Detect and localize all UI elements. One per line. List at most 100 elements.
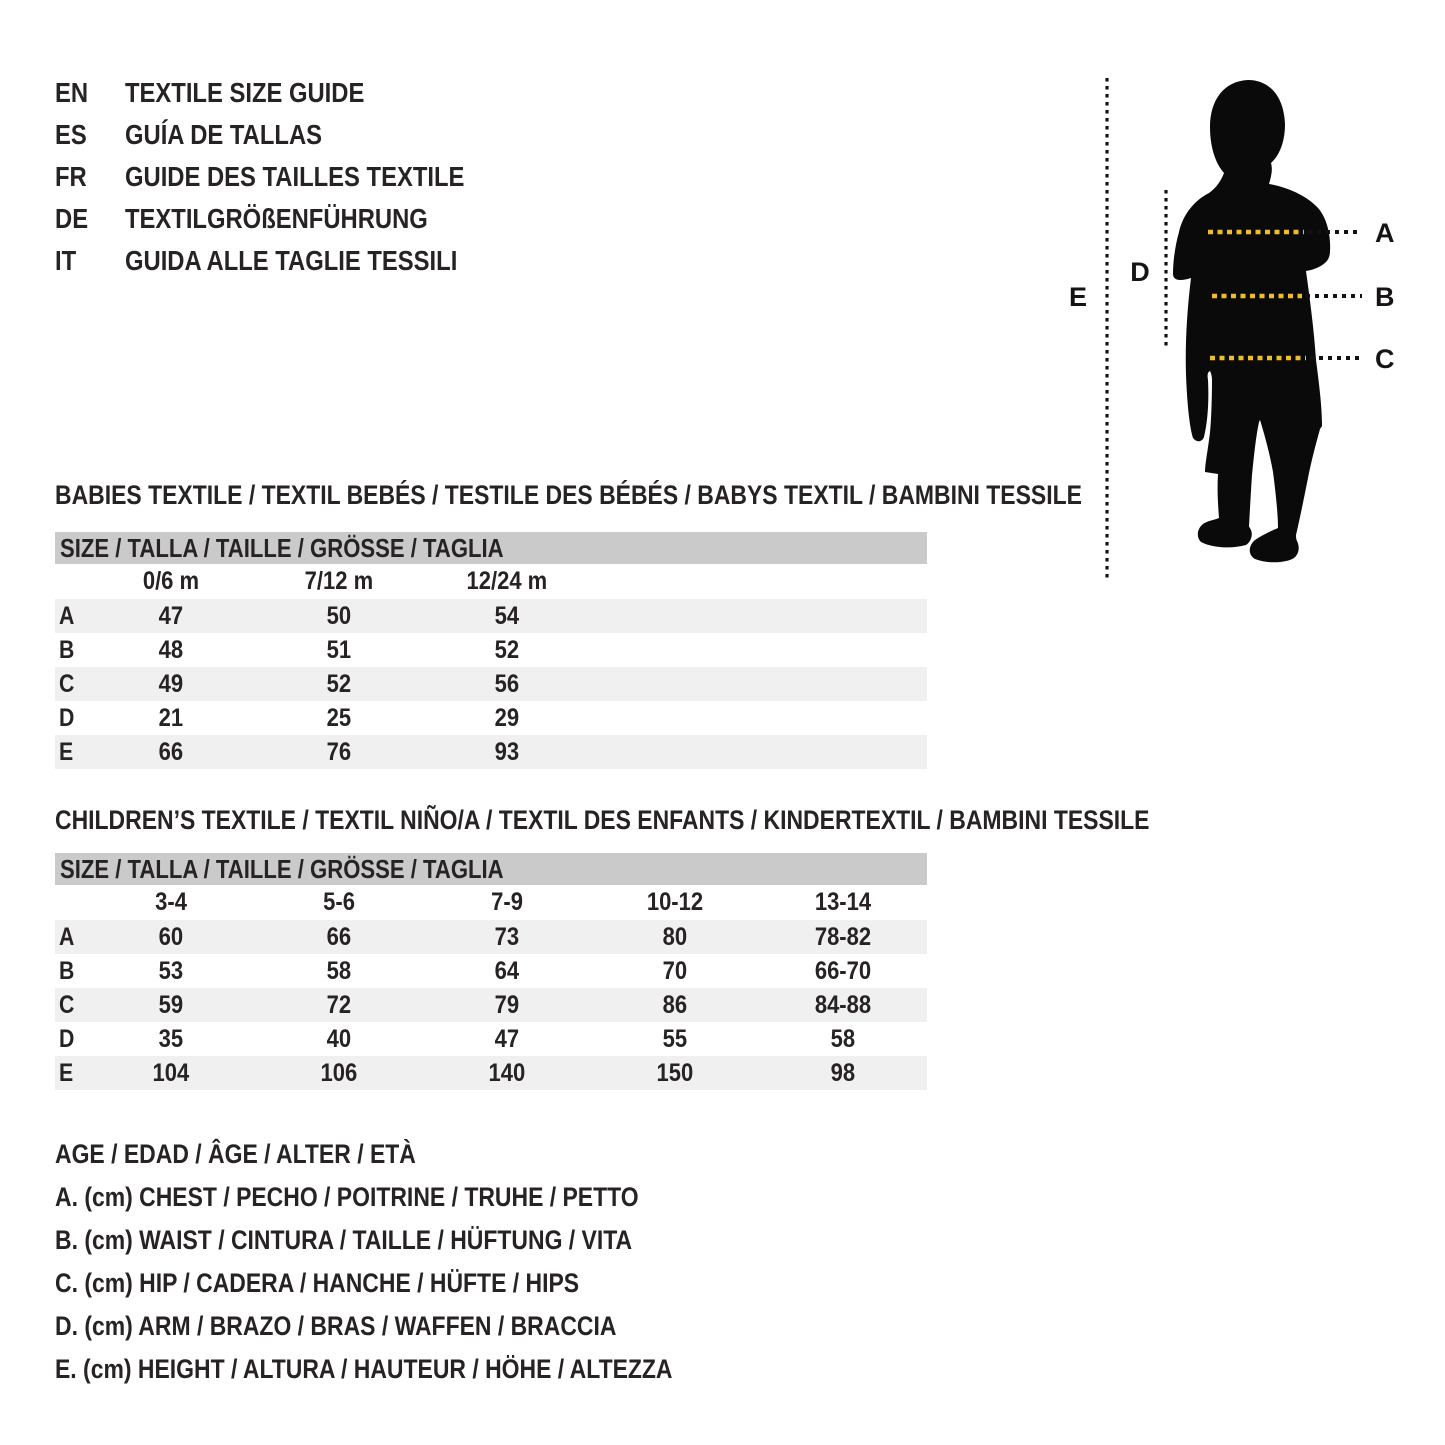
table-cell: 53 <box>158 956 184 985</box>
language-code: DE <box>55 203 89 234</box>
table-cell <box>591 599 759 633</box>
children-section-title: CHILDREN’S TEXTILE / TEXTIL NIÑO/A / TEX… <box>55 805 1150 835</box>
figure-label-e: E <box>1069 282 1087 312</box>
babies-size-table: 0/6 m 7/12 m 12/24 m A 47 50 54 B 48 51 52 C 49 52 56… <box>55 564 927 769</box>
row-label: C <box>59 669 75 698</box>
language-title: GUÍA DE TALLAS <box>125 119 323 150</box>
children-table-wrap: SIZE / TALLA / TAILLE / GRÖSSE / TAGLIA … <box>55 853 927 1090</box>
child-silhouette-group <box>1173 80 1331 563</box>
table-cell: 56 <box>494 669 520 698</box>
row-label: E <box>59 737 74 766</box>
table-cell: 140 <box>488 1058 526 1087</box>
table-row: B 48 51 52 <box>55 633 927 667</box>
table-cell: 47 <box>494 1024 520 1053</box>
table-cell: 58 <box>326 956 352 985</box>
table-cell: 104 <box>152 1058 190 1087</box>
babies-table-wrap: SIZE / TALLA / TAILLE / GRÖSSE / TAGLIA … <box>55 532 927 769</box>
table-cell: 66 <box>326 922 352 951</box>
table-cell: 21 <box>158 703 184 732</box>
measurement-figure: A B C D E <box>1069 78 1395 578</box>
table-cell <box>759 633 927 667</box>
table-cell: 35 <box>158 1024 184 1053</box>
table-cell: 78-82 <box>814 922 872 951</box>
table-cell: 55 <box>662 1024 688 1053</box>
table-cell: 47 <box>158 601 184 630</box>
legend-line: D. (cm) ARM / BRAZO / BRAS / WAFFEN / BR… <box>55 1311 617 1341</box>
table-cell <box>759 667 927 701</box>
row-label: D <box>59 1024 75 1053</box>
column-header: 10-12 <box>646 888 704 916</box>
child-silhouette <box>1173 80 1331 563</box>
language-row: EN TEXTILE SIZE GUIDE <box>55 72 524 114</box>
language-code: FR <box>55 161 87 192</box>
row-label: C <box>59 990 75 1019</box>
table-row: D 35 40 47 55 58 <box>55 1022 927 1056</box>
table-row: A 60 66 73 80 78-82 <box>55 920 927 954</box>
table-cell: 70 <box>662 956 688 985</box>
table-cell <box>759 599 927 633</box>
table-cell: 79 <box>494 990 520 1019</box>
table-cell: 49 <box>158 669 184 698</box>
column-header: 5-6 <box>323 888 355 916</box>
table-cell: 48 <box>158 635 184 664</box>
table-cell: 40 <box>326 1024 352 1053</box>
table-cell <box>759 701 927 735</box>
table-cell: 54 <box>494 601 520 630</box>
legend-line: AGE / EDAD / ÂGE / ALTER / ETÀ <box>55 1139 416 1169</box>
children-column-header-row: 3-4 5-6 7-9 10-12 13-14 <box>55 885 927 920</box>
language-row: DE TEXTILGRÖßENFÜHRUNG <box>55 198 524 240</box>
language-row: FR GUIDE DES TAILLES TEXTILE <box>55 156 524 198</box>
babies-column-header-row: 0/6 m 7/12 m 12/24 m <box>55 564 927 599</box>
row-label: E <box>59 1058 74 1087</box>
table-row: C 49 52 56 <box>55 667 927 701</box>
row-label: A <box>59 601 75 630</box>
table-cell <box>591 701 759 735</box>
language-code: ES <box>55 119 87 150</box>
language-title: GUIDA ALLE TAGLIE TESSILI <box>125 245 458 276</box>
table-cell: 106 <box>320 1058 358 1087</box>
legend-line: E. (cm) HEIGHT / ALTURA / HAUTEUR / HÖHE… <box>55 1354 673 1384</box>
column-header: 0/6 m <box>142 567 200 595</box>
row-label: A <box>59 922 75 951</box>
table-cell: 66-70 <box>814 956 872 985</box>
language-title: TEXTILGRÖßENFÜHRUNG <box>125 203 428 234</box>
table-cell: 80 <box>662 922 688 951</box>
table-cell: 84-88 <box>814 990 872 1019</box>
table-cell <box>591 735 759 769</box>
table-cell: 98 <box>830 1058 856 1087</box>
babies-section-title: BABIES TEXTILE / TEXTIL BEBÉS / TESTILE … <box>55 480 1082 510</box>
language-code: IT <box>55 245 77 276</box>
table-row: C 59 72 79 86 84-88 <box>55 988 927 1022</box>
corner-cell <box>55 564 87 599</box>
table-cell: 51 <box>326 635 352 664</box>
table-cell: 52 <box>494 635 520 664</box>
table-cell: 25 <box>326 703 352 732</box>
table-cell: 50 <box>326 601 352 630</box>
column-header: 3-4 <box>155 888 187 916</box>
table-row: E 66 76 93 <box>55 735 927 769</box>
legend-line: A. (cm) CHEST / PECHO / POITRINE / TRUHE… <box>55 1182 639 1212</box>
language-title: TEXTILE SIZE GUIDE <box>125 77 365 108</box>
legend-line: C. (cm) HIP / CADERA / HANCHE / HÜFTE / … <box>55 1268 580 1298</box>
table-cell: 52 <box>326 669 352 698</box>
table-cell: 59 <box>158 990 184 1019</box>
children-size-table: 3-4 5-6 7-9 10-12 13-14 A 60 66 73 80 78-82 B 53 58 6… <box>55 885 927 1090</box>
figure-label-b: B <box>1375 282 1395 312</box>
table-cell <box>591 633 759 667</box>
table-cell <box>759 735 927 769</box>
table-row: D 21 25 29 <box>55 701 927 735</box>
legend-line: B. (cm) WAIST / CINTURA / TAILLE / HÜFTU… <box>55 1225 633 1255</box>
babies-size-header-bar: SIZE / TALLA / TAILLE / GRÖSSE / TAGLIA <box>55 532 927 564</box>
table-cell: 150 <box>656 1058 694 1087</box>
language-row: ES GUÍA DE TALLAS <box>55 114 524 156</box>
row-label: B <box>59 956 75 985</box>
table-row: A 47 50 54 <box>55 599 927 633</box>
table-cell: 86 <box>662 990 688 1019</box>
row-label: B <box>59 635 75 664</box>
table-cell: 29 <box>494 703 520 732</box>
table-cell: 58 <box>830 1024 856 1053</box>
table-cell: 93 <box>494 737 520 766</box>
figure-label-c: C <box>1375 344 1395 374</box>
column-header <box>591 564 759 599</box>
